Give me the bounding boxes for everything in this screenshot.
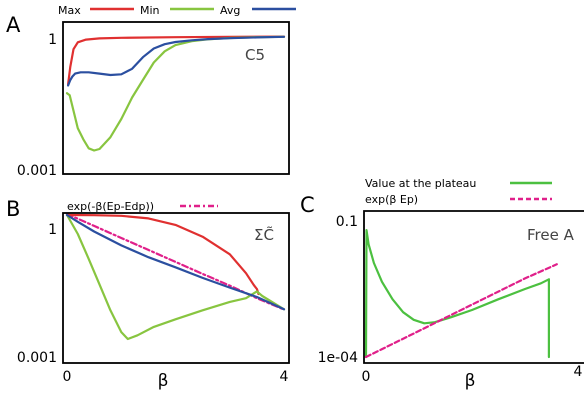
plot-c-frame	[363, 210, 584, 364]
plot-b-xlabel: β	[158, 371, 169, 391]
plot-c-xtick-4: 4	[574, 364, 583, 380]
plot-b-ytick-1: 1	[48, 222, 57, 238]
plot-a-ytick-0001: 0.001	[17, 163, 57, 179]
series-line-b-avg	[65, 213, 286, 311]
plot-c-annotation: Free A	[527, 226, 575, 244]
legend-c-label-plateau: Value at the plateau	[365, 177, 476, 190]
series-line-c-value-at-the-plateau	[364, 229, 550, 359]
legend-b-label: exp(-β(Ep-Edp))	[67, 200, 154, 213]
plot-b-xtick-0: 0	[63, 369, 72, 385]
series-line-b-max	[65, 213, 260, 296]
panel-c-letter: C	[300, 193, 315, 217]
plot-c-ytick-1e-04: 1e-04	[318, 350, 358, 366]
plot-c-ytick-01: 0.1	[336, 214, 358, 230]
plot-c-xtick-0: 0	[362, 369, 371, 385]
plot-c	[364, 229, 558, 359]
legend-a-label-avg: Avg	[220, 4, 240, 17]
plot-a-frame	[62, 21, 290, 175]
plot-b-frame	[62, 212, 290, 364]
plot-a-annotation: C5	[245, 46, 265, 64]
plot-c-xlabel: β	[465, 371, 476, 391]
series-line-a-max	[67, 35, 286, 86]
legend-c-label-exp: exp(β Ep)	[365, 193, 418, 206]
plot-a-ytick-1: 1	[48, 32, 57, 48]
panel-a: A Max Min Avg C5 1 0.001	[6, 4, 296, 179]
series-line-a-avg	[67, 35, 286, 87]
plot-b-annotation: ΣC̃	[254, 225, 274, 244]
panel-a-letter: A	[6, 13, 21, 37]
panel-c: C Value at the plateau exp(β Ep) Free A …	[300, 177, 584, 391]
legend-a-label-max: Max	[58, 4, 81, 17]
plot-a	[65, 35, 286, 152]
series-line-c-exp-ep	[364, 263, 558, 359]
plot-b-xtick-4: 4	[280, 369, 289, 385]
legend-a-label-min: Min	[140, 4, 160, 17]
panel-b: B exp(-β(Ep-Edp)) ΣC̃ 1 0.001 0 4 β	[6, 197, 290, 391]
plot-b-ytick-0001: 0.001	[17, 350, 57, 366]
plot-b	[65, 212, 286, 341]
panel-b-letter: B	[6, 197, 20, 221]
